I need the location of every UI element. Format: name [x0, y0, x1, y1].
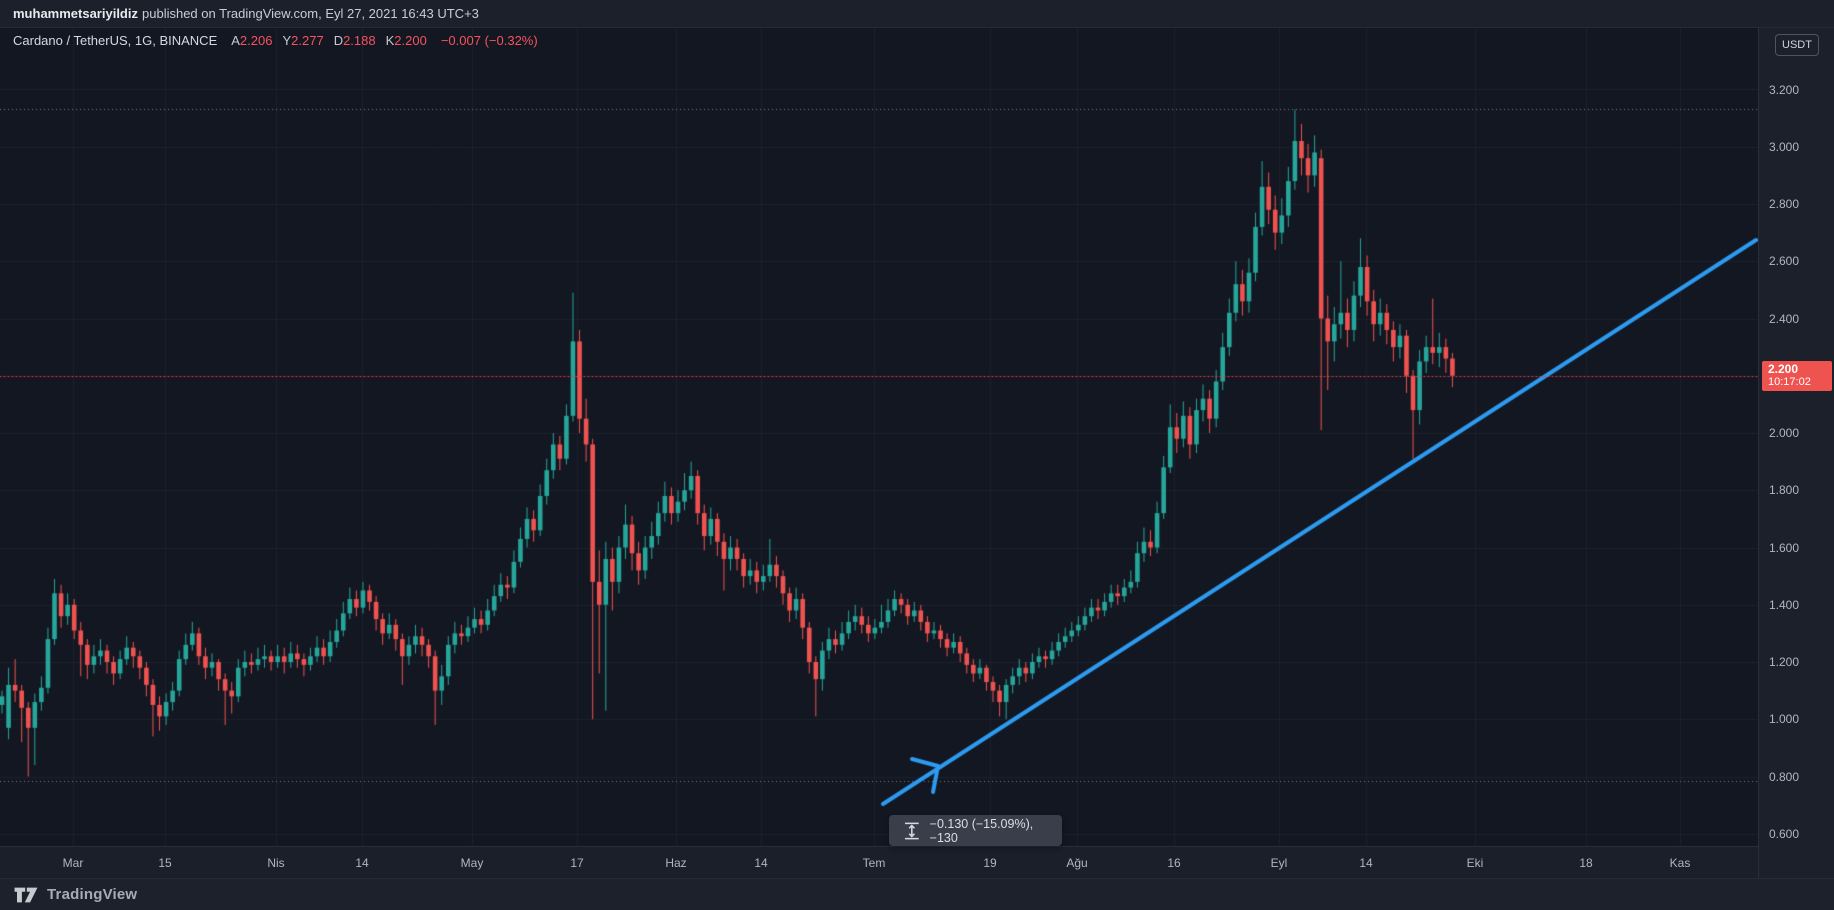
price-tick-label: 0.800 [1769, 769, 1800, 784]
price-tick-label: 3.000 [1769, 139, 1800, 154]
time-axis[interactable]: Mar 15 Nis 14 May 17 Haz 14 Tem 19 Ağu 16 Eyl 14 Eki 18… [0, 846, 1758, 878]
measure-text: −0.130 (−15.09%), −130 [929, 816, 1034, 845]
price-tick-label: 1.800 [1769, 483, 1800, 498]
time-tick-label: Nis [267, 856, 285, 870]
price-tick-label: 1.400 [1769, 597, 1800, 612]
price-tick-label: 3.200 [1769, 82, 1800, 97]
price-tick-label: 1.600 [1769, 540, 1800, 555]
time-tick-label: May [460, 856, 484, 870]
tradingview-logo-icon [14, 887, 38, 902]
published-header: muhammetsariyildiz published on TradingV… [0, 0, 1834, 28]
measure-tooltip: −0.130 (−15.09%), −130 [889, 815, 1062, 846]
price-axis[interactable]: USDT 3.200 3.000 2.800 2.600 2.400 2.200 2.000… [1758, 28, 1834, 878]
time-tick-label: Eki [1466, 856, 1484, 870]
currency-unit-button[interactable]: USDT [1775, 34, 1819, 56]
price-chart-canvas[interactable] [0, 28, 1758, 846]
time-tick-label: Mar [62, 856, 84, 870]
time-tick-label: 14 [754, 856, 768, 870]
ohlc-values: A2.206 Y2.277 D2.188 K2.200 [231, 33, 427, 48]
last-price-value: 2.200 [1768, 361, 1799, 376]
bar-countdown: 10:17:02 [1768, 375, 1811, 388]
tradingview-wordmark: TradingView [47, 886, 138, 903]
last-price-label: 2.200 10:17:02 [1762, 360, 1832, 391]
ohlc-item-D: D2.188 [333, 33, 376, 48]
time-tick-label: Eyl [1270, 856, 1288, 870]
ohlc-item-K: K2.200 [385, 33, 427, 48]
time-tick-label: Ağu [1066, 856, 1088, 870]
time-tick-label: 14 [1359, 856, 1373, 870]
time-tick-label: 15 [158, 856, 172, 870]
price-tick-label: 0.600 [1769, 826, 1800, 841]
price-tick-label: 2.800 [1769, 197, 1800, 211]
price-tick-label: 2.000 [1769, 426, 1800, 440]
symbol-title[interactable]: Cardano / TetherUS, 1G, BINANCE [13, 33, 218, 48]
ohlc-item-A: A2.206 [231, 33, 273, 48]
ohlc-item-Y: Y2.277 [282, 33, 324, 48]
time-tick-label: Tem [862, 856, 886, 870]
time-tick-label: 19 [983, 856, 997, 870]
price-tick-label: 2.600 [1769, 254, 1800, 269]
price-tick-label: 1.200 [1769, 655, 1800, 669]
time-tick-label: 17 [570, 856, 584, 870]
time-tick-label: Haz [665, 856, 687, 870]
symbol-legend[interactable]: Cardano / TetherUS, 1G, BINANCE A2.206 Y2… [13, 33, 538, 48]
time-tick-label: 16 [1167, 856, 1181, 870]
publisher-username: muhammetsariyildiz [13, 6, 138, 21]
change-value: −0.007 (−0.32%) [440, 33, 538, 48]
chart-pane[interactable] [0, 28, 1758, 846]
footer-bar: TradingView [0, 878, 1834, 910]
price-tick-label: 2.400 [1769, 311, 1800, 326]
published-info: published on TradingView.com, Eyl 27, 20… [142, 6, 479, 21]
measure-range-icon [904, 822, 919, 839]
time-tick-label: Kas [1669, 856, 1691, 870]
price-tick-label: 1.000 [1769, 712, 1800, 727]
time-tick-label: 14 [355, 856, 369, 870]
time-tick-label: 18 [1579, 856, 1593, 870]
